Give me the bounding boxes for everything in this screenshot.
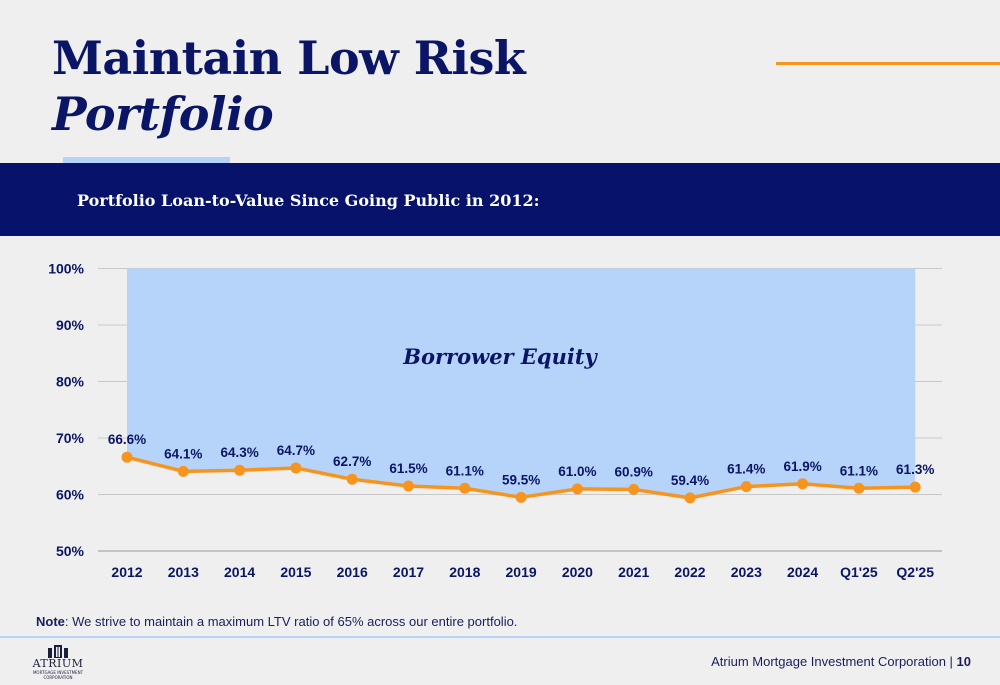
x-tick-label: 2014 — [224, 564, 255, 580]
data-label: 64.3% — [220, 445, 258, 460]
x-tick-label: 2017 — [393, 564, 424, 580]
data-point — [740, 481, 752, 493]
data-point — [234, 464, 246, 476]
x-tick-label: 2013 — [168, 564, 199, 580]
data-point — [459, 482, 471, 494]
y-tick-label: 60% — [56, 487, 85, 503]
y-tick-label: 70% — [56, 430, 85, 446]
data-point — [515, 491, 527, 503]
data-label: 64.1% — [164, 446, 202, 461]
data-point — [628, 483, 640, 495]
data-point — [909, 481, 921, 493]
x-tick-label: 2020 — [562, 564, 593, 580]
data-point — [290, 462, 302, 474]
note-body: : We strive to maintain a maximum LTV ra… — [64, 614, 518, 629]
y-tick-label: 80% — [56, 374, 85, 390]
data-point — [684, 492, 696, 504]
footer-separator: | — [945, 654, 957, 669]
data-label: 61.1% — [840, 463, 878, 478]
data-label: 64.7% — [277, 443, 315, 458]
footer-company: Atrium Mortgage Investment Corporation — [711, 654, 946, 669]
x-tick-label: 2023 — [731, 564, 762, 580]
data-label: 61.4% — [727, 462, 765, 477]
borrower-equity-label: Borrower Equity — [402, 344, 598, 369]
data-label: 62.7% — [333, 454, 371, 469]
x-tick-label: 2021 — [618, 564, 649, 580]
page-title: Maintain Low Risk Portfolio — [52, 30, 526, 142]
subtitle-banner — [0, 163, 1000, 236]
data-label: 59.4% — [671, 473, 709, 488]
borrower-equity-area — [127, 268, 916, 498]
data-point — [177, 465, 189, 477]
data-label: 61.1% — [446, 463, 484, 478]
data-point — [853, 482, 865, 494]
data-point — [403, 480, 414, 492]
x-tick-label: 2018 — [449, 564, 480, 580]
chart-subtitle: Portfolio Loan-to-Value Since Going Publ… — [77, 191, 540, 210]
data-point — [121, 451, 133, 463]
data-label: 61.9% — [783, 459, 821, 474]
x-tick-label: Q2'25 — [896, 564, 934, 580]
data-point — [797, 478, 809, 490]
data-label: 60.9% — [615, 464, 653, 479]
data-label: 66.6% — [108, 432, 146, 447]
x-tick-label: Q1'25 — [840, 564, 878, 580]
data-label: 61.0% — [558, 464, 596, 479]
data-label: 61.3% — [896, 462, 934, 477]
y-tick-label: 50% — [56, 543, 85, 559]
data-point — [571, 483, 583, 495]
data-label: 59.5% — [502, 472, 540, 487]
x-tick-label: 2012 — [111, 564, 142, 580]
logo-name: ATRIUM — [32, 657, 84, 670]
y-tick-label: 100% — [48, 261, 84, 277]
building-icon — [48, 645, 68, 658]
x-tick-label: 2016 — [337, 564, 368, 580]
logo-subtitle: MORTGAGE INVESTMENT CORPORATION — [32, 670, 84, 680]
data-point — [346, 473, 358, 485]
footer-divider — [0, 636, 1000, 638]
data-label: 61.5% — [389, 461, 427, 476]
x-tick-label: 2024 — [787, 564, 818, 580]
x-tick-label: 2019 — [506, 564, 537, 580]
note-label: Note — [36, 614, 65, 629]
title-line-1: Maintain Low Risk — [52, 31, 526, 85]
atrium-logo: ATRIUM MORTGAGE INVESTMENT CORPORATION — [24, 644, 92, 682]
accent-line — [776, 62, 1000, 65]
footer-text: Atrium Mortgage Investment Corporation |… — [711, 653, 971, 671]
title-line-2: Portfolio — [52, 87, 274, 141]
title-underline — [63, 157, 230, 163]
x-tick-label: 2022 — [674, 564, 705, 580]
ltv-chart: Borrower Equity 50% 60% 70% 80% 90% 100% 66.6% 6… — [48, 261, 942, 580]
note-text: Note: We strive to maintain a maximum LT… — [36, 613, 517, 631]
y-tick-label: 90% — [56, 317, 85, 333]
x-tick-label: 2015 — [280, 564, 311, 580]
page-number: 10 — [956, 654, 971, 669]
